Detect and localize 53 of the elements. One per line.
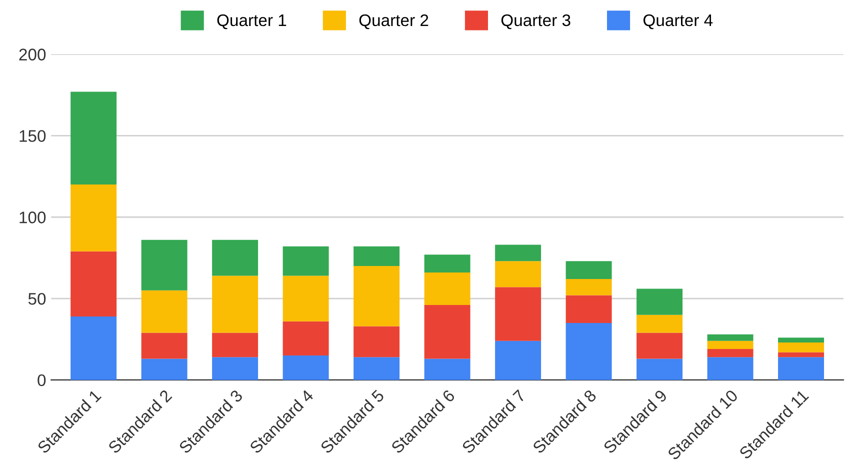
bar bbox=[707, 334, 754, 341]
bar bbox=[424, 272, 470, 306]
bar bbox=[70, 184, 117, 252]
bar bbox=[495, 287, 542, 341]
bar bbox=[707, 349, 754, 358]
bar bbox=[212, 357, 258, 380]
bar bbox=[566, 295, 612, 323]
bar bbox=[354, 266, 400, 326]
bar bbox=[282, 321, 329, 356]
y-tick-label: 150 bbox=[20, 130, 46, 142]
bar bbox=[424, 254, 470, 272]
bar bbox=[141, 290, 188, 333]
bar bbox=[354, 246, 400, 266]
bar bbox=[424, 358, 470, 380]
legend-label: Quarter 4 bbox=[643, 14, 713, 30]
bar bbox=[707, 357, 754, 380]
bar bbox=[566, 322, 612, 380]
bar bbox=[212, 332, 258, 358]
bar bbox=[636, 288, 683, 315]
bar bbox=[212, 276, 258, 333]
bar bbox=[495, 261, 542, 288]
bar bbox=[70, 316, 117, 380]
bar bbox=[141, 332, 188, 359]
bar bbox=[778, 352, 824, 358]
bar bbox=[636, 314, 683, 333]
bar bbox=[282, 276, 329, 322]
legend-label: Quarter 2 bbox=[359, 14, 428, 30]
bar bbox=[707, 340, 754, 350]
bar bbox=[636, 358, 683, 380]
bar bbox=[495, 340, 542, 380]
bar bbox=[282, 246, 329, 276]
bar bbox=[141, 358, 188, 380]
y-tick-label: 100 bbox=[20, 212, 46, 224]
bar bbox=[636, 332, 683, 359]
bar bbox=[70, 92, 117, 185]
bar bbox=[778, 338, 824, 343]
bar bbox=[495, 244, 542, 262]
bar bbox=[70, 251, 117, 316]
bar bbox=[566, 261, 612, 279]
bar bbox=[424, 305, 470, 359]
bar bbox=[141, 240, 188, 290]
bar bbox=[212, 240, 258, 276]
legend-label: Quarter 3 bbox=[501, 14, 570, 30]
bar bbox=[566, 279, 612, 296]
bar bbox=[778, 357, 824, 380]
bar bbox=[354, 326, 400, 358]
y-tick-label: 50 bbox=[28, 292, 46, 305]
legend-label: Quarter 1 bbox=[217, 14, 286, 30]
bar bbox=[778, 342, 824, 352]
y-tick-label: 0 bbox=[38, 374, 46, 386]
y-tick-label: 200 bbox=[19, 48, 46, 60]
bar bbox=[282, 356, 329, 380]
bar bbox=[354, 357, 400, 380]
